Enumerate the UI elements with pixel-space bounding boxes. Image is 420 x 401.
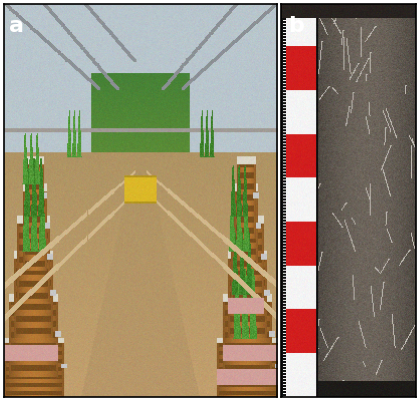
Text: b: b bbox=[288, 16, 304, 36]
Text: a: a bbox=[10, 16, 24, 36]
